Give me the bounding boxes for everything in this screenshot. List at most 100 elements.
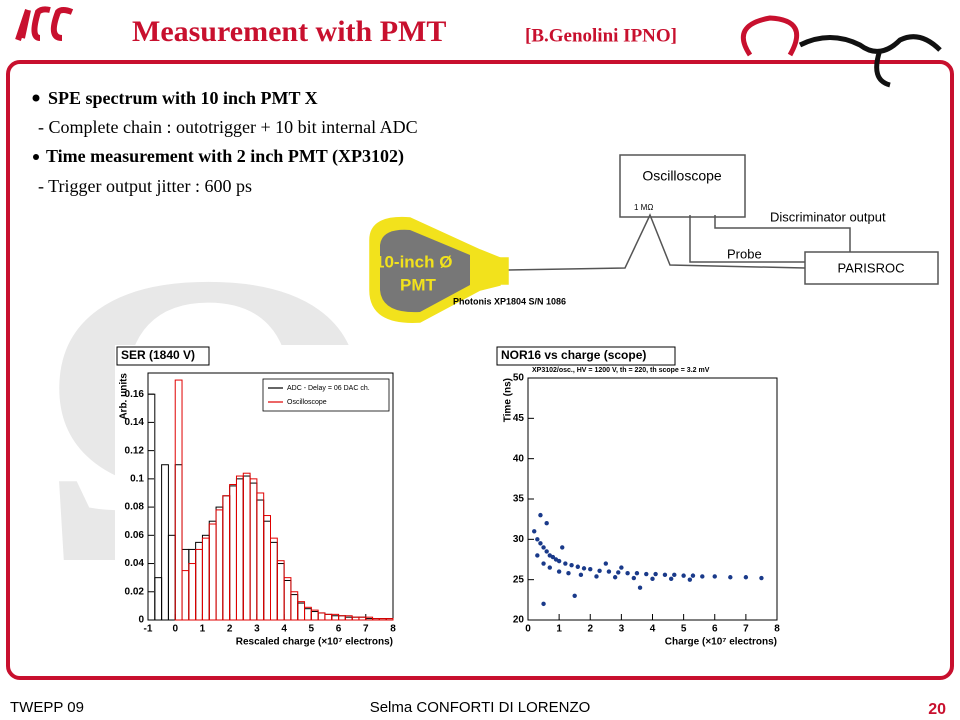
point bbox=[712, 574, 717, 579]
bullet-sub: - Complete chain : outotrigger + 10 bit … bbox=[38, 117, 418, 137]
point bbox=[616, 570, 621, 575]
x-tick-label: 8 bbox=[774, 624, 780, 635]
point bbox=[556, 558, 562, 564]
x-tick-label: 0 bbox=[525, 624, 531, 635]
bullet bbox=[32, 94, 40, 102]
bullet-text: SPE spectrum with 10 inch PMT X bbox=[48, 88, 318, 108]
wire bbox=[714, 215, 851, 252]
y-tick-label: 35 bbox=[513, 494, 525, 505]
x-tick-label: 4 bbox=[650, 624, 656, 635]
point bbox=[644, 571, 649, 577]
y-tick-label: 0.08 bbox=[125, 502, 145, 513]
x-tick-label: 4 bbox=[281, 624, 287, 635]
point bbox=[538, 541, 543, 546]
page-number: 20 bbox=[928, 701, 946, 718]
point bbox=[563, 561, 568, 566]
y-tick-label: 0.1 bbox=[130, 473, 144, 484]
probe-label: Probe bbox=[727, 246, 762, 261]
bullet-sub: - Trigger output jitter : 600 ps bbox=[38, 176, 252, 196]
y-tick-label: 50 bbox=[513, 373, 525, 384]
x-axis-label: Charge (×10⁷ electrons) bbox=[665, 637, 777, 648]
point bbox=[532, 529, 537, 534]
legend-label: ADC - Delay = 06 DAC ch. bbox=[287, 385, 370, 392]
x-tick-label: -1 bbox=[144, 624, 153, 635]
impedance-label: 1 MΩ bbox=[634, 203, 653, 212]
point bbox=[581, 566, 587, 571]
x-tick-label: 0 bbox=[172, 624, 178, 635]
point bbox=[668, 576, 674, 582]
x-axis-label: Rescaled charge (×10⁷ electrons) bbox=[236, 637, 393, 648]
y-tick-label: 25 bbox=[513, 574, 525, 585]
y-tick-label: 0 bbox=[138, 615, 144, 626]
x-tick-label: 5 bbox=[681, 624, 687, 635]
point bbox=[606, 569, 612, 574]
point bbox=[743, 575, 749, 580]
hist-bar bbox=[174, 379, 183, 621]
footer-left: TWEPP 09 bbox=[10, 699, 84, 716]
point bbox=[597, 568, 602, 573]
legend-label: Oscilloscope bbox=[287, 399, 327, 406]
hist-bar bbox=[385, 618, 394, 621]
x-tick-label: 2 bbox=[227, 624, 233, 635]
point bbox=[588, 566, 593, 572]
point bbox=[759, 575, 764, 581]
point bbox=[603, 561, 609, 566]
point bbox=[538, 512, 543, 518]
y-tick-label: 0.06 bbox=[125, 530, 145, 541]
point bbox=[560, 545, 565, 550]
y-tick-label: 30 bbox=[513, 534, 525, 545]
point bbox=[541, 561, 546, 566]
footer-center: Selma CONFORTI DI LORENZO bbox=[370, 699, 591, 716]
y-axis-label: Arb. units bbox=[119, 373, 130, 420]
hist-bar bbox=[147, 393, 156, 621]
point bbox=[594, 574, 599, 579]
point bbox=[687, 577, 693, 582]
x-tick-label: 5 bbox=[309, 624, 315, 635]
wire bbox=[689, 215, 805, 263]
point bbox=[662, 572, 668, 578]
point bbox=[637, 585, 643, 590]
point bbox=[650, 576, 655, 582]
y-tick-label: 45 bbox=[513, 413, 525, 424]
point bbox=[556, 569, 562, 574]
pmt-model: Photonis XP1804 S/N 1086 bbox=[453, 296, 566, 306]
point bbox=[544, 549, 549, 554]
scope-label: Oscilloscope bbox=[642, 168, 722, 184]
title-box bbox=[496, 346, 676, 366]
chart-subtitle: XP3102/osc., HV = 1200 V, th = 220, th s… bbox=[532, 367, 710, 374]
y-tick-label: 0.04 bbox=[125, 558, 145, 569]
point bbox=[625, 571, 630, 576]
x-tick-label: 1 bbox=[556, 624, 562, 635]
point bbox=[578, 572, 584, 578]
x-tick-label: 2 bbox=[587, 624, 593, 635]
point bbox=[634, 571, 640, 576]
x-tick-label: 8 bbox=[390, 624, 396, 635]
point bbox=[612, 575, 618, 580]
point bbox=[572, 593, 577, 598]
disc-label: Discriminator output bbox=[770, 209, 886, 224]
point bbox=[541, 545, 546, 550]
x-tick-label: 6 bbox=[712, 624, 718, 635]
chart-panel bbox=[495, 345, 785, 650]
point bbox=[535, 553, 540, 558]
point bbox=[653, 571, 658, 577]
scope-box bbox=[619, 154, 746, 218]
title: Measurement with PMT bbox=[132, 15, 446, 48]
point bbox=[544, 521, 549, 526]
subtitle: [B.Genolini IPNO] bbox=[525, 25, 677, 46]
y-tick-label: 0.02 bbox=[125, 586, 145, 597]
point bbox=[541, 601, 546, 607]
pmt-label: 10-inch Ø bbox=[375, 252, 452, 271]
point bbox=[690, 573, 696, 578]
point bbox=[728, 575, 733, 580]
x-tick-label: 3 bbox=[254, 624, 260, 635]
bullet bbox=[33, 154, 39, 160]
y-tick-label: 0.12 bbox=[125, 445, 145, 456]
point bbox=[672, 572, 677, 578]
point bbox=[700, 574, 705, 579]
charts: SER (1840 V)-1 0 1 2 3 4 5 6 7 800.020.040.060.08… bbox=[115, 345, 785, 650]
x-tick-label: 7 bbox=[743, 624, 749, 635]
y-tick-label: 0.16 bbox=[125, 389, 145, 400]
